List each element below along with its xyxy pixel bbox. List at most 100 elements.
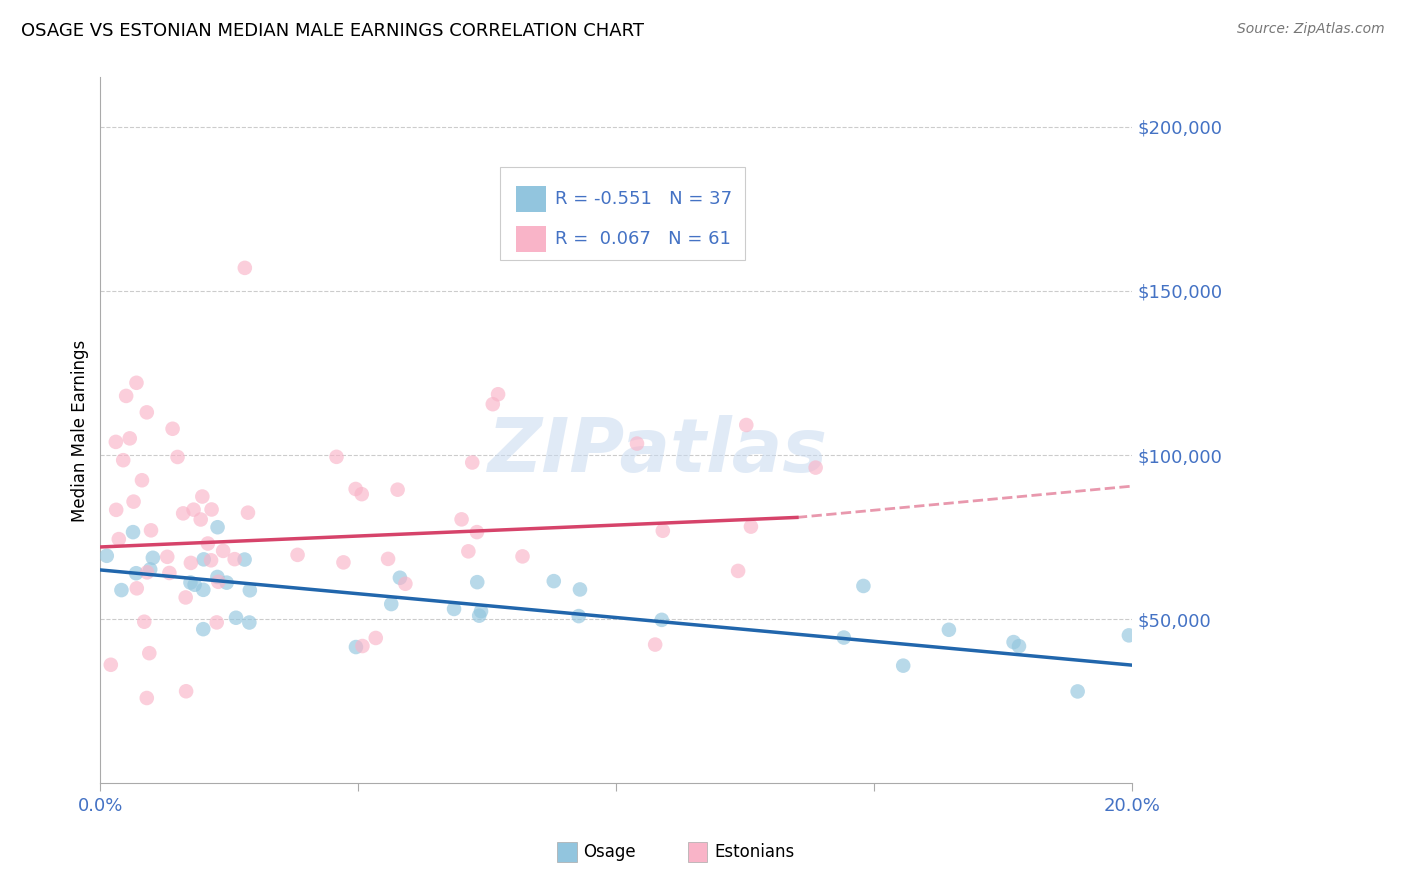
Point — [138, 646, 160, 660]
Point — [512, 549, 534, 564]
Text: Estonians: Estonians — [714, 843, 794, 861]
Point — [468, 608, 491, 623]
Point — [891, 658, 914, 673]
Point — [207, 520, 229, 534]
Text: Source: ZipAtlas.com: Source: ZipAtlas.com — [1237, 22, 1385, 37]
Point — [388, 571, 411, 585]
Point — [179, 575, 201, 590]
Point — [1002, 635, 1025, 649]
Point — [174, 684, 197, 698]
Point — [191, 490, 214, 504]
Point — [174, 591, 197, 605]
Point — [193, 582, 215, 597]
Point — [481, 397, 503, 411]
Point — [651, 524, 673, 538]
Point — [377, 552, 399, 566]
Point — [225, 611, 247, 625]
Point — [465, 525, 488, 540]
Point — [233, 260, 256, 275]
Point — [735, 417, 758, 432]
Point — [938, 623, 960, 637]
Point — [125, 376, 148, 390]
Point — [135, 691, 157, 706]
Point — [1118, 628, 1140, 642]
Point — [166, 450, 188, 464]
Point — [212, 544, 235, 558]
Point — [135, 405, 157, 419]
Point — [172, 507, 194, 521]
Point — [162, 422, 184, 436]
Point — [139, 562, 162, 576]
Point — [180, 556, 202, 570]
Point — [287, 548, 309, 562]
Point — [852, 579, 875, 593]
Point — [651, 613, 673, 627]
Point — [236, 506, 259, 520]
Point — [804, 460, 827, 475]
Point — [626, 436, 648, 450]
Point — [461, 456, 484, 470]
Text: R = -0.551   N = 37: R = -0.551 N = 37 — [555, 190, 733, 208]
Point — [125, 582, 148, 596]
Point — [104, 434, 127, 449]
Point — [486, 387, 509, 401]
Point — [122, 525, 145, 540]
Text: ZIPatlas: ZIPatlas — [488, 415, 828, 488]
Text: OSAGE VS ESTONIAN MEDIAN MALE EARNINGS CORRELATION CHART: OSAGE VS ESTONIAN MEDIAN MALE EARNINGS C… — [21, 22, 644, 40]
Point — [344, 640, 367, 654]
Point — [142, 550, 165, 565]
Point — [740, 519, 762, 533]
Point — [364, 631, 387, 645]
Point — [131, 473, 153, 487]
Point — [387, 483, 409, 497]
Point — [233, 552, 256, 566]
Point — [156, 549, 179, 564]
Point — [157, 566, 180, 580]
Point — [215, 575, 238, 590]
Point — [443, 602, 465, 616]
Point — [115, 389, 138, 403]
Point — [470, 604, 492, 618]
Point — [325, 450, 347, 464]
Point — [568, 582, 591, 597]
Point — [112, 453, 135, 467]
Point — [205, 615, 228, 630]
Point — [644, 638, 666, 652]
Point — [183, 502, 205, 516]
Point — [239, 583, 262, 598]
Point — [352, 639, 374, 653]
Point — [568, 609, 591, 624]
Point — [190, 512, 212, 526]
Point — [183, 578, 205, 592]
Point — [350, 487, 373, 501]
Point — [193, 552, 215, 566]
Y-axis label: Median Male Earnings: Median Male Earnings — [72, 339, 89, 522]
Point — [394, 576, 416, 591]
Text: R =  0.067   N = 61: R = 0.067 N = 61 — [555, 230, 731, 248]
Point — [543, 574, 565, 588]
Point — [344, 482, 367, 496]
Point — [139, 524, 162, 538]
Point — [457, 544, 479, 558]
Point — [105, 503, 128, 517]
Point — [110, 583, 132, 598]
Point — [118, 431, 141, 445]
Point — [832, 631, 855, 645]
Point — [100, 657, 122, 672]
Point — [200, 502, 222, 516]
Point — [465, 575, 488, 590]
Point — [134, 615, 156, 629]
Point — [125, 566, 148, 581]
Point — [380, 597, 402, 611]
Point — [193, 622, 215, 636]
Point — [136, 566, 159, 580]
Point — [238, 615, 260, 630]
Point — [122, 494, 145, 508]
Text: Osage: Osage — [583, 843, 636, 861]
Point — [200, 553, 222, 567]
Point — [1008, 639, 1031, 653]
Point — [1066, 684, 1088, 698]
Point — [107, 532, 129, 546]
Point — [96, 549, 118, 563]
Point — [197, 536, 219, 550]
